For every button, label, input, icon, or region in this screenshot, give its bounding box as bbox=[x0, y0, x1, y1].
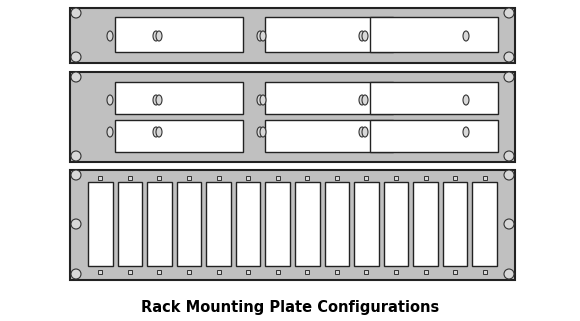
Circle shape bbox=[504, 52, 514, 62]
Bar bbox=[128, 176, 132, 180]
Ellipse shape bbox=[362, 31, 368, 41]
Bar bbox=[98, 270, 102, 274]
Bar bbox=[305, 176, 309, 180]
Circle shape bbox=[504, 151, 514, 161]
Bar bbox=[147, 182, 172, 266]
Bar bbox=[70, 170, 515, 280]
Circle shape bbox=[71, 269, 81, 279]
Ellipse shape bbox=[156, 127, 162, 137]
Bar bbox=[335, 176, 339, 180]
Ellipse shape bbox=[362, 127, 368, 137]
Bar bbox=[187, 270, 191, 274]
Bar bbox=[115, 82, 243, 114]
Bar bbox=[325, 182, 349, 266]
Ellipse shape bbox=[463, 95, 469, 105]
Bar bbox=[216, 176, 220, 180]
Bar bbox=[305, 270, 309, 274]
Bar bbox=[236, 182, 260, 266]
Circle shape bbox=[71, 52, 81, 62]
Ellipse shape bbox=[260, 95, 266, 105]
Ellipse shape bbox=[260, 127, 266, 137]
Bar bbox=[265, 120, 393, 152]
Ellipse shape bbox=[359, 31, 365, 41]
Ellipse shape bbox=[107, 31, 113, 41]
Bar bbox=[335, 270, 339, 274]
Ellipse shape bbox=[153, 31, 159, 41]
Text: Rack Mounting Plate Configurations: Rack Mounting Plate Configurations bbox=[141, 300, 439, 315]
Bar bbox=[115, 17, 243, 52]
Circle shape bbox=[71, 219, 81, 229]
Ellipse shape bbox=[257, 95, 263, 105]
Bar bbox=[384, 182, 408, 266]
Bar bbox=[187, 176, 191, 180]
Bar bbox=[157, 270, 161, 274]
Bar bbox=[453, 176, 457, 180]
Bar bbox=[206, 182, 231, 266]
Bar bbox=[414, 182, 438, 266]
Ellipse shape bbox=[463, 31, 469, 41]
Ellipse shape bbox=[107, 95, 113, 105]
Circle shape bbox=[504, 170, 514, 180]
Bar bbox=[265, 82, 393, 114]
Circle shape bbox=[71, 170, 81, 180]
Ellipse shape bbox=[359, 127, 365, 137]
Bar bbox=[423, 176, 427, 180]
Ellipse shape bbox=[257, 31, 263, 41]
Ellipse shape bbox=[156, 31, 162, 41]
Bar bbox=[370, 17, 498, 52]
Bar bbox=[128, 270, 132, 274]
Bar bbox=[423, 270, 427, 274]
Circle shape bbox=[504, 72, 514, 82]
Bar bbox=[70, 8, 515, 63]
Bar bbox=[483, 176, 487, 180]
Ellipse shape bbox=[359, 95, 365, 105]
Bar bbox=[246, 270, 250, 274]
Ellipse shape bbox=[362, 95, 368, 105]
Bar bbox=[483, 270, 487, 274]
Bar bbox=[177, 182, 201, 266]
Bar bbox=[370, 82, 498, 114]
Bar bbox=[98, 176, 102, 180]
Bar bbox=[216, 270, 220, 274]
Ellipse shape bbox=[156, 95, 162, 105]
Bar bbox=[364, 176, 368, 180]
Bar bbox=[246, 176, 250, 180]
Bar bbox=[115, 120, 243, 152]
Circle shape bbox=[504, 269, 514, 279]
Bar bbox=[266, 182, 290, 266]
Circle shape bbox=[71, 72, 81, 82]
Ellipse shape bbox=[257, 127, 263, 137]
Bar bbox=[443, 182, 467, 266]
Circle shape bbox=[504, 219, 514, 229]
Bar bbox=[70, 72, 515, 162]
Circle shape bbox=[504, 8, 514, 18]
Bar bbox=[354, 182, 379, 266]
Ellipse shape bbox=[153, 95, 159, 105]
Bar bbox=[276, 176, 280, 180]
Ellipse shape bbox=[107, 127, 113, 137]
Ellipse shape bbox=[260, 31, 266, 41]
Circle shape bbox=[71, 151, 81, 161]
Ellipse shape bbox=[153, 127, 159, 137]
Ellipse shape bbox=[463, 127, 469, 137]
Bar bbox=[473, 182, 497, 266]
Bar bbox=[265, 17, 393, 52]
Bar bbox=[370, 120, 498, 152]
Bar bbox=[453, 270, 457, 274]
Bar bbox=[118, 182, 142, 266]
Bar bbox=[364, 270, 368, 274]
Bar bbox=[88, 182, 113, 266]
Bar bbox=[295, 182, 320, 266]
Bar bbox=[394, 176, 398, 180]
Bar bbox=[276, 270, 280, 274]
Bar bbox=[394, 270, 398, 274]
Bar bbox=[157, 176, 161, 180]
Circle shape bbox=[71, 8, 81, 18]
